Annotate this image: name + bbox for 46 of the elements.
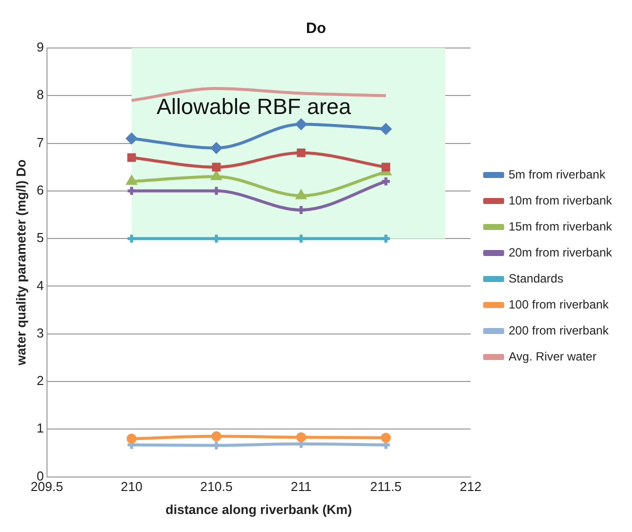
y-axis-title: water quality parameter (mg/l) Do bbox=[13, 159, 28, 366]
point bbox=[296, 118, 307, 130]
y-tick-label: 0 bbox=[36, 468, 44, 484]
x-tick-label: 210.5 bbox=[200, 479, 233, 494]
point bbox=[210, 142, 222, 154]
chart-title: Do bbox=[306, 20, 326, 38]
y-tick-label: 9 bbox=[36, 40, 44, 55]
point bbox=[296, 148, 306, 158]
point bbox=[380, 123, 392, 134]
point bbox=[296, 190, 306, 200]
y-tick-label: 1 bbox=[36, 420, 44, 436]
y-tick-label: 5 bbox=[36, 230, 44, 246]
y-tick-label: 3 bbox=[36, 325, 44, 340]
legend-label: 100 from riverbank bbox=[508, 297, 610, 312]
point bbox=[382, 162, 390, 172]
y-tick-label: 2 bbox=[36, 373, 44, 388]
y-tick-label: 7 bbox=[36, 134, 44, 150]
point bbox=[380, 432, 391, 443]
legend-label: 20m from riverbank bbox=[508, 245, 613, 260]
point bbox=[296, 233, 307, 244]
legend-label: 200 from riverbank bbox=[508, 323, 610, 338]
point bbox=[210, 440, 222, 451]
point bbox=[211, 171, 222, 180]
y-tick-label: 6 bbox=[36, 182, 44, 198]
point bbox=[296, 432, 306, 442]
point bbox=[126, 434, 137, 444]
x-axis-title: distance along riverbank (Km) bbox=[166, 502, 352, 517]
legend-label: 15m from riverbank bbox=[508, 219, 613, 234]
x-tick-label: 211 bbox=[290, 479, 312, 494]
point bbox=[210, 233, 222, 244]
point bbox=[212, 162, 221, 172]
point bbox=[210, 185, 222, 196]
point bbox=[126, 133, 138, 144]
legend-label: 5m from riverbank bbox=[508, 167, 606, 182]
x-tick-label: 211.5 bbox=[370, 479, 402, 494]
y-tick-label: 8 bbox=[36, 87, 44, 102]
legend-label: 10m from riverbank bbox=[508, 193, 613, 208]
y-tick-label: 4 bbox=[36, 278, 44, 293]
x-tick-label: 210 bbox=[120, 479, 142, 494]
x-tick-label: 212 bbox=[460, 479, 482, 494]
legend-label: Standards bbox=[508, 271, 564, 286]
point bbox=[211, 431, 222, 442]
legend-label: Avg. River water bbox=[508, 349, 596, 364]
point bbox=[126, 176, 137, 185]
band-label: Allowable RBF area bbox=[156, 94, 352, 120]
point bbox=[127, 153, 136, 162]
